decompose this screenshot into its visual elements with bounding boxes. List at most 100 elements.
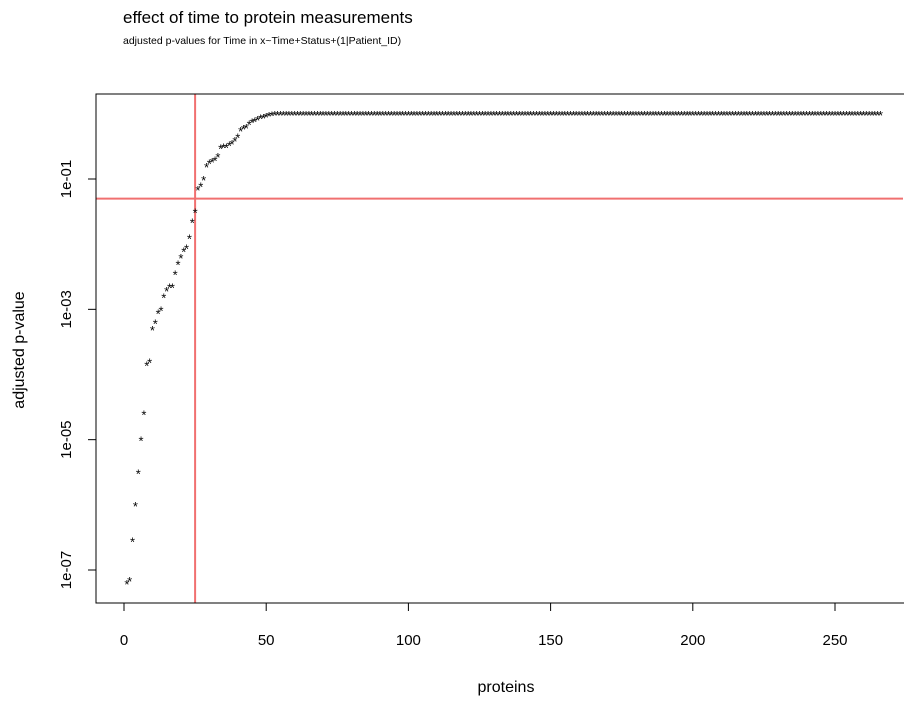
data-point: * [636,108,641,123]
data-point: * [218,142,223,157]
data-point: * [412,108,417,123]
data-point: * [181,245,186,260]
data-point: * [312,108,317,123]
data-point: * [437,108,442,123]
data-point: * [699,108,704,123]
data-point: * [679,108,684,123]
data-point: * [252,114,257,129]
data-point: * [429,108,434,123]
data-point: * [756,108,761,123]
data-point: * [872,108,877,123]
data-point: * [457,108,462,123]
data-point: * [389,108,394,123]
data-point: * [537,108,542,123]
data-point: * [321,108,326,123]
chart-subtitle: adjusted p-values for Time in x~Time+Sta… [123,35,401,47]
data-point: * [793,108,798,123]
data-point: * [423,108,428,123]
data-point: * [463,108,468,123]
x-tick-label: 100 [396,632,421,649]
data-point: * [249,116,254,131]
data-point: * [170,281,175,296]
data-point: * [787,108,792,123]
data-point: * [158,303,163,318]
data-point: * [221,140,226,155]
data-point: * [315,108,320,123]
x-tick-label: 0 [120,632,128,649]
data-point: * [631,108,636,123]
data-point: * [855,108,860,123]
data-point: * [759,108,764,123]
data-point: * [392,108,397,123]
data-point: * [847,108,852,123]
data-point: * [719,108,724,123]
data-point: * [704,108,709,123]
data-point: * [790,108,795,123]
data-point: * [582,108,587,123]
y-tick-label: 1e-01 [58,160,75,198]
data-point: * [303,108,308,123]
data-point: * [460,108,465,123]
data-point: * [730,108,735,123]
data-point: * [861,108,866,123]
data-point: * [835,108,840,123]
data-point: * [824,108,829,123]
y-axis: 1e-07 1e-05 1e-03 1e-01 [58,160,97,589]
data-point: * [139,434,144,449]
x-tick-label: 250 [822,632,847,649]
data-point: * [750,108,755,123]
data-point: * [707,108,712,123]
data-point: * [136,466,141,481]
data-point: * [127,574,132,589]
data-point: * [858,108,863,123]
data-point: * [508,108,513,123]
data-point: * [559,108,564,123]
x-tick-label: 150 [538,632,563,649]
data-point: * [394,108,399,123]
data-point: * [451,108,456,123]
data-point: * [568,108,573,123]
data-point: * [565,108,570,123]
data-point: * [329,108,334,123]
data-point: * [420,108,425,123]
data-point: * [557,108,562,123]
x-axis-title: proteins [478,679,535,696]
data-point: * [258,112,263,127]
data-point: * [673,108,678,123]
data-point: * [653,108,658,123]
data-point: * [480,108,485,123]
data-point: * [323,108,328,123]
data-point: * [710,108,715,123]
data-point: * [864,108,869,123]
chart-title: effect of time to protein measurements [123,8,413,27]
data-point: * [212,153,217,168]
data-point: * [736,108,741,123]
data-point: * [190,215,195,230]
data-point: * [733,108,738,123]
data-point: * [574,108,579,123]
data-point: * [187,232,192,247]
data-point: * [724,108,729,123]
data-point: * [244,121,249,136]
data-point: * [832,108,837,123]
data-point: * [869,108,874,123]
data-point: * [693,108,698,123]
data-point: * [483,108,488,123]
data-point: * [639,108,644,123]
data-point: * [468,108,473,123]
data-point: * [722,108,727,123]
data-point: * [670,108,675,123]
data-point: * [144,359,149,374]
data-point: * [562,108,567,123]
data-point: * [426,108,431,123]
data-point: * [349,108,354,123]
data-point: * [594,108,599,123]
data-point: * [269,108,274,123]
data-point: * [682,108,687,123]
data-point: * [363,108,368,123]
data-point: * [372,108,377,123]
data-point: * [685,108,690,123]
data-point: * [133,499,138,514]
data-point: * [352,108,357,123]
data-point: * [554,108,559,123]
